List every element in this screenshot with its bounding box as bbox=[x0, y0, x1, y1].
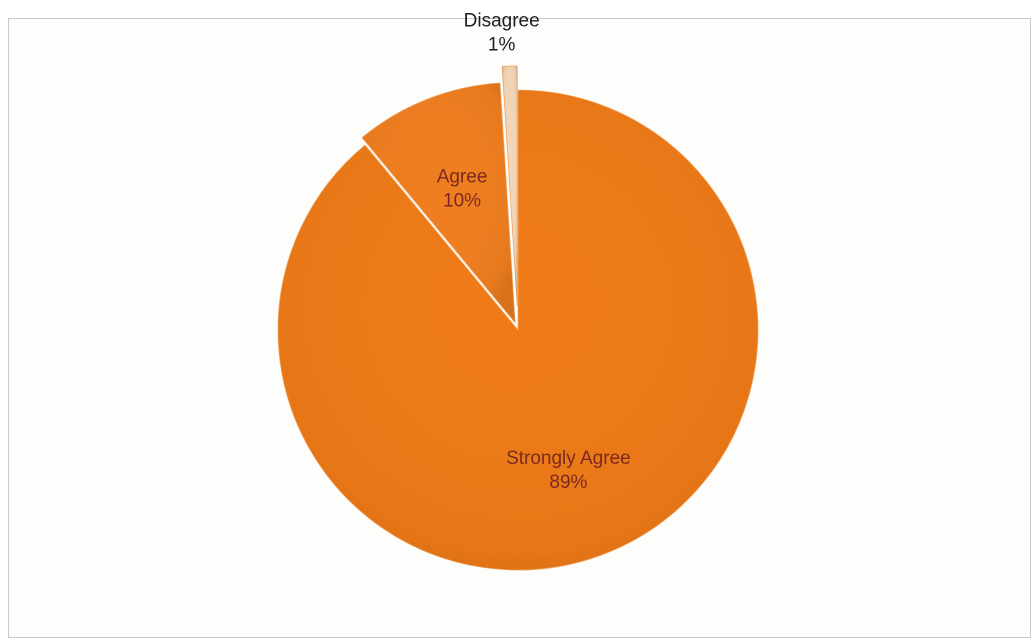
slice-category-label-agree: Agree bbox=[437, 167, 488, 188]
slice-percent-label-agree: 10% bbox=[443, 191, 481, 212]
slice-percent-label-strongly-agree: 89% bbox=[549, 472, 587, 493]
pie-labels: Strongly Agree 89% Agree 10% Disagree 1% bbox=[437, 11, 631, 493]
pie-slices bbox=[277, 65, 759, 571]
pie-slice-shade-agree bbox=[362, 83, 516, 323]
slice-category-label-strongly-agree: Strongly Agree bbox=[506, 448, 631, 469]
pie-slice-shade-disagree bbox=[502, 66, 518, 307]
pie-slice-shade-strongly-agree bbox=[278, 90, 759, 570]
slice-category-label-disagree: Disagree bbox=[464, 11, 540, 32]
slice-percent-label-disagree: 1% bbox=[488, 35, 516, 56]
